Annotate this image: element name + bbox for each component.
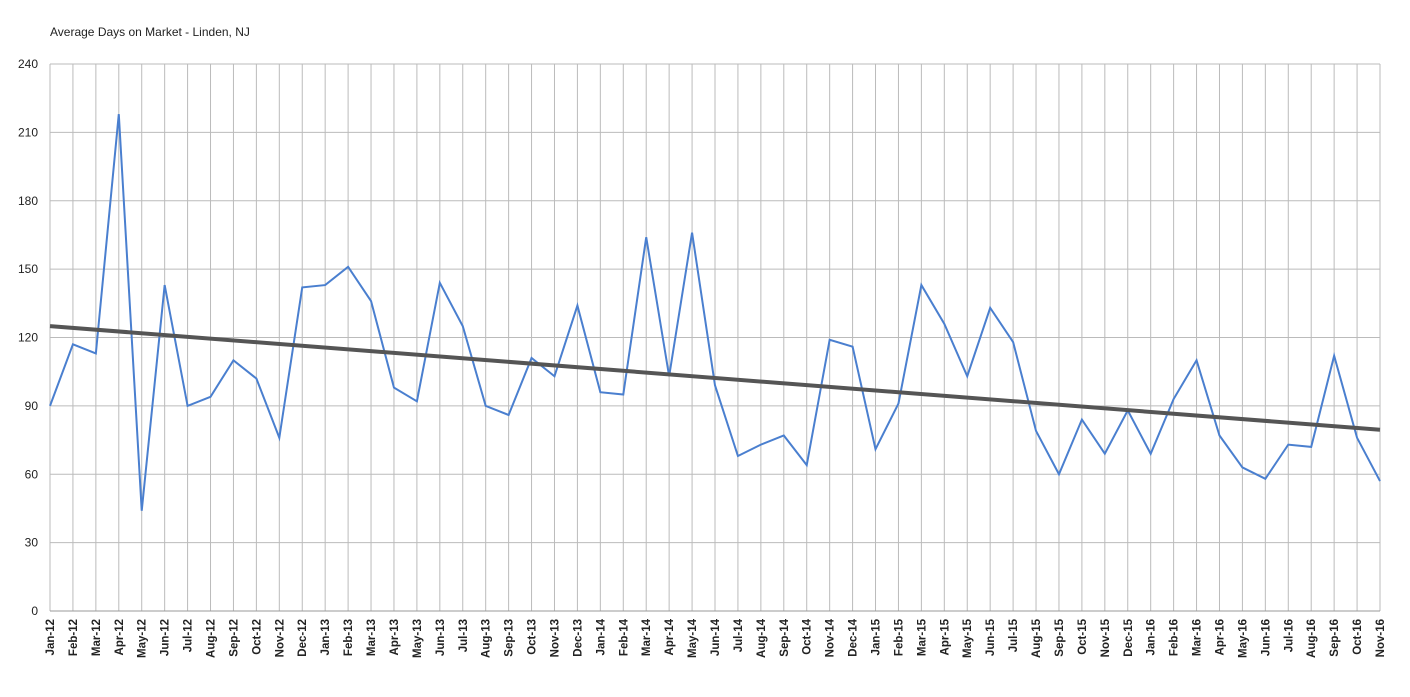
x-tick-label: Mar-12 bbox=[91, 619, 103, 656]
x-tick-label: Nov-12 bbox=[274, 619, 286, 657]
x-tick-label: Apr-12 bbox=[114, 619, 126, 655]
trend-line bbox=[49, 324, 1381, 432]
x-tick-label: Mar-14 bbox=[641, 618, 653, 656]
x-tick-label: Sep-12 bbox=[228, 619, 240, 657]
y-tick-label: 0 bbox=[31, 604, 38, 618]
x-tick-label: Feb-15 bbox=[893, 618, 905, 656]
x-tick-label: Aug-15 bbox=[1031, 618, 1043, 658]
x-tick-label: Jul-13 bbox=[458, 619, 470, 652]
x-tick-label: Apr-15 bbox=[939, 618, 951, 655]
x-tick-label: Aug-16 bbox=[1306, 619, 1318, 658]
y-tick-label: 210 bbox=[18, 125, 38, 139]
x-tick-label: Dec-14 bbox=[848, 618, 860, 656]
x-tick-label: Sep-14 bbox=[779, 618, 791, 656]
y-tick-label: 60 bbox=[25, 467, 39, 481]
x-tick-label: Jun-12 bbox=[160, 619, 172, 656]
chart-title: Average Days on Market - Linden, NJ bbox=[50, 25, 250, 39]
x-tick-label: Jan-14 bbox=[595, 618, 607, 655]
x-tick-label: Oct-13 bbox=[527, 619, 539, 655]
x-tick-label: Sep-15 bbox=[1054, 618, 1066, 656]
x-tick-label: Nov-15 bbox=[1100, 618, 1112, 657]
x-tick-label: Oct-14 bbox=[802, 618, 814, 654]
x-tick-label: Mar-13 bbox=[366, 619, 378, 656]
data-line bbox=[49, 114, 1381, 511]
x-tick-label: Oct-12 bbox=[251, 619, 263, 655]
x-tick-label: Apr-14 bbox=[664, 618, 676, 655]
x-tick-label: Jul-12 bbox=[183, 619, 195, 652]
x-tick-label: Jan-13 bbox=[320, 619, 332, 655]
x-tick-label: May-13 bbox=[412, 619, 424, 658]
y-tick-label: 90 bbox=[25, 399, 39, 413]
x-tick-label: Sep-16 bbox=[1329, 619, 1341, 657]
x-tick-label: Feb-12 bbox=[68, 619, 80, 656]
x-tick-label: Dec-12 bbox=[297, 619, 309, 657]
x-tick-label: Sep-13 bbox=[504, 619, 516, 657]
x-tick-label: Apr-13 bbox=[389, 619, 401, 655]
x-tick-label: Oct-15 bbox=[1077, 618, 1089, 654]
x-tick-label: Jun-13 bbox=[435, 619, 447, 656]
x-tick-label: May-15 bbox=[962, 618, 974, 658]
x-tick-label: Jan-15 bbox=[871, 618, 883, 655]
x-tick-label: May-16 bbox=[1237, 619, 1249, 658]
x-tick-label: May-14 bbox=[687, 618, 699, 658]
x-tick-label: Jul-15 bbox=[1008, 618, 1020, 652]
x-tick-label: Dec-13 bbox=[572, 619, 584, 657]
x-tick-label: Jan-16 bbox=[1146, 619, 1158, 655]
x-tick-label: May-12 bbox=[137, 619, 149, 658]
x-tick-label: Feb-16 bbox=[1169, 619, 1181, 656]
x-tick-label: Apr-16 bbox=[1214, 619, 1226, 655]
x-tick-label: Aug-14 bbox=[756, 618, 768, 658]
x-tick-label: Jun-16 bbox=[1260, 619, 1272, 656]
y-tick-label: 150 bbox=[18, 262, 38, 276]
x-tick-label: Feb-13 bbox=[343, 619, 355, 656]
x-tick-label: Jul-16 bbox=[1283, 619, 1295, 652]
x-tick-label: Nov-14 bbox=[825, 618, 837, 657]
x-tick-label: Jan-12 bbox=[45, 619, 57, 655]
x-tick-label: Aug-12 bbox=[206, 619, 218, 658]
y-tick-label: 240 bbox=[18, 57, 38, 71]
y-tick-label: 180 bbox=[18, 194, 38, 208]
y-tick-label: 120 bbox=[18, 331, 38, 345]
y-tick-label: 30 bbox=[25, 536, 39, 550]
x-tick-label: Mar-15 bbox=[916, 618, 928, 656]
x-tick-label: Mar-16 bbox=[1192, 619, 1204, 656]
x-tick-label: Aug-13 bbox=[481, 619, 493, 658]
x-tick-label: Jun-15 bbox=[985, 618, 997, 656]
x-tick-label: Dec-15 bbox=[1123, 618, 1135, 656]
x-tick-label: Feb-14 bbox=[618, 618, 630, 656]
x-tick-label: Nov-13 bbox=[549, 619, 561, 657]
x-tick-label: Nov-16 bbox=[1375, 619, 1387, 657]
x-tick-label: Oct-16 bbox=[1352, 619, 1364, 655]
x-tick-label: Jun-14 bbox=[710, 618, 722, 656]
x-tick-label: Jul-14 bbox=[733, 618, 745, 652]
